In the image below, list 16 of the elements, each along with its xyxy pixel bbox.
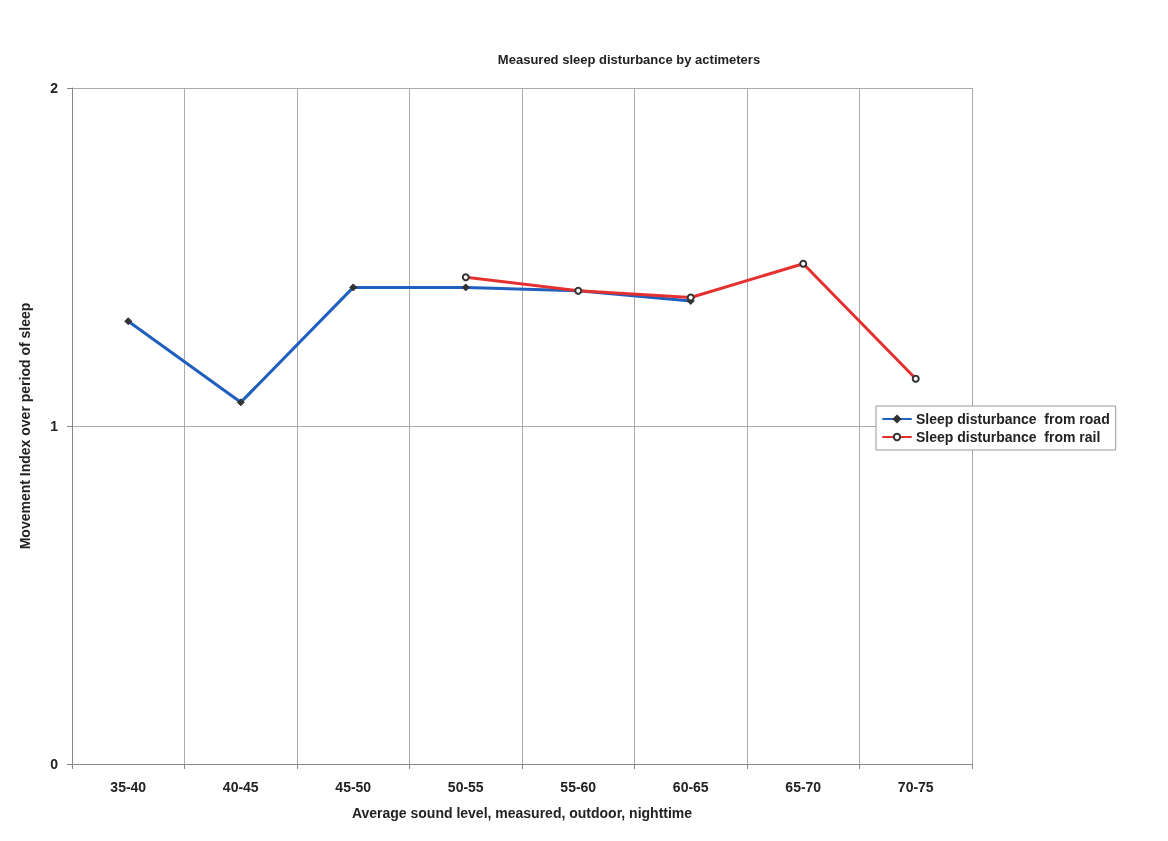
- x-tick-label: 55-60: [560, 779, 597, 795]
- y-axis-title: Movement Index over period of sleep: [17, 302, 33, 550]
- legend-label: Sleep disturbance from rail: [916, 429, 1101, 445]
- x-axis-title: Average sound level, measured, outdoor, nighttime: [351, 805, 693, 821]
- y-tick-label: 2: [50, 80, 59, 96]
- chart-title: Measured sleep disturbance by actimeters: [497, 52, 761, 67]
- x-tick-label: 60-65: [672, 779, 709, 795]
- y-tick-label: 1: [50, 418, 59, 434]
- x-tick-label: 35-40: [110, 779, 147, 795]
- x-tick-label: 65-70: [785, 779, 822, 795]
- legend-label: Sleep disturbance from road: [916, 411, 1110, 427]
- x-tick-label: 70-75: [897, 779, 934, 795]
- y-tick-label: 0: [50, 756, 59, 772]
- x-tick-label: 50-55: [447, 779, 484, 795]
- x-tick-label: 40-45: [222, 779, 259, 795]
- x-tick-label: 45-50: [335, 779, 372, 795]
